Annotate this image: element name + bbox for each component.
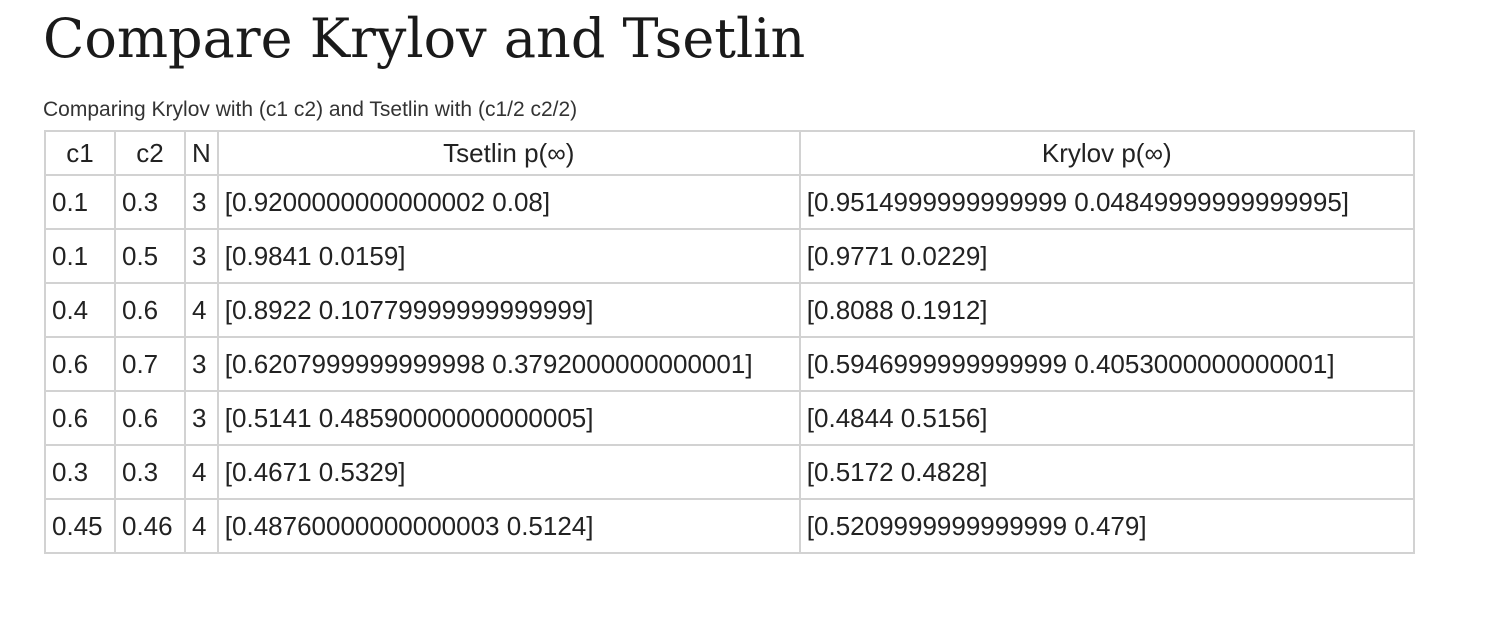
cell-krylov: [0.5946999999999999 0.4053000000000001] — [798, 336, 1415, 392]
table-row: 0.1 0.5 3 [0.9841 0.0159] [0.9771 0.0229… — [44, 228, 1415, 284]
cell-n: 3 — [184, 390, 219, 446]
cell-n: 3 — [184, 174, 219, 230]
table-row: 0.45 0.46 4 [0.48760000000000003 0.5124]… — [44, 498, 1415, 554]
cell-c1: 0.6 — [44, 390, 116, 446]
cell-krylov: [0.5209999999999999 0.479] — [798, 498, 1415, 554]
cell-krylov: [0.9771 0.0229] — [798, 228, 1415, 284]
cell-n: 4 — [184, 282, 219, 338]
table-header-row: c1 c2 N Tsetlin p(∞) Krylov p(∞) — [44, 130, 1415, 176]
table-caption: Comparing Krylov with (c1 c2) and Tsetli… — [43, 98, 578, 121]
cell-tsetlin: [0.5141 0.48590000000000005] — [216, 390, 801, 446]
cell-c2: 0.46 — [114, 498, 186, 554]
cell-c2: 0.6 — [114, 390, 186, 446]
cell-n: 4 — [184, 498, 219, 554]
table-row: 0.1 0.3 3 [0.9200000000000002 0.08] [0.9… — [44, 174, 1415, 230]
column-header-krylov: Krylov p(∞) — [798, 130, 1415, 176]
table-row: 0.3 0.3 4 [0.4671 0.5329] [0.5172 0.4828… — [44, 444, 1415, 500]
cell-c1: 0.6 — [44, 336, 116, 392]
cell-c1: 0.45 — [44, 498, 116, 554]
page-title: Compare Krylov and Tsetlin — [43, 7, 806, 70]
column-header-c1: c1 — [44, 130, 116, 176]
table-row: 0.6 0.6 3 [0.5141 0.48590000000000005] [… — [44, 390, 1415, 446]
cell-krylov: [0.8088 0.1912] — [798, 282, 1415, 338]
cell-c2: 0.7 — [114, 336, 186, 392]
cell-c2: 0.3 — [114, 444, 186, 500]
cell-c1: 0.1 — [44, 228, 116, 284]
cell-c2: 0.3 — [114, 174, 186, 230]
cell-tsetlin: [0.48760000000000003 0.5124] — [216, 498, 801, 554]
column-header-tsetlin: Tsetlin p(∞) — [216, 130, 801, 176]
cell-tsetlin: [0.8922 0.10779999999999999] — [216, 282, 801, 338]
cell-n: 3 — [184, 228, 219, 284]
cell-tsetlin: [0.9200000000000002 0.08] — [216, 174, 801, 230]
cell-n: 4 — [184, 444, 219, 500]
cell-c1: 0.4 — [44, 282, 116, 338]
cell-tsetlin: [0.6207999999999998 0.3792000000000001] — [216, 336, 801, 392]
cell-krylov: [0.4844 0.5156] — [798, 390, 1415, 446]
cell-c1: 0.3 — [44, 444, 116, 500]
cell-c2: 0.5 — [114, 228, 186, 284]
cell-krylov: [0.5172 0.4828] — [798, 444, 1415, 500]
results-table: c1 c2 N Tsetlin p(∞) Krylov p(∞) 0.1 0.3… — [44, 130, 1415, 554]
cell-tsetlin: [0.9841 0.0159] — [216, 228, 801, 284]
column-header-c2: c2 — [114, 130, 186, 176]
cell-krylov: [0.9514999999999999 0.04849999999999995] — [798, 174, 1415, 230]
column-header-n: N — [184, 130, 219, 176]
cell-tsetlin: [0.4671 0.5329] — [216, 444, 801, 500]
cell-c1: 0.1 — [44, 174, 116, 230]
table-row: 0.6 0.7 3 [0.6207999999999998 0.37920000… — [44, 336, 1415, 392]
cell-c2: 0.6 — [114, 282, 186, 338]
table-row: 0.4 0.6 4 [0.8922 0.10779999999999999] [… — [44, 282, 1415, 338]
cell-n: 3 — [184, 336, 219, 392]
